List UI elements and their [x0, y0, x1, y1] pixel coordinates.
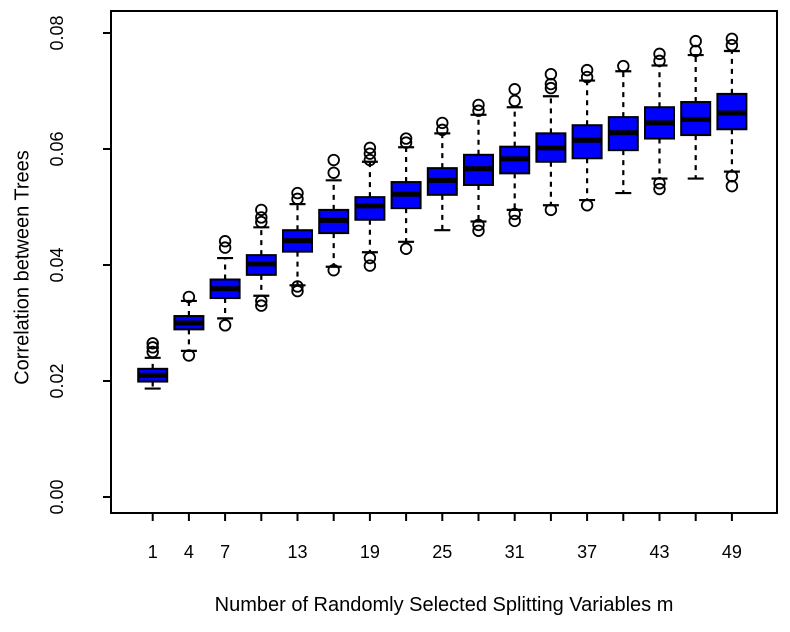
outlier-point: [436, 116, 449, 130]
outlier-point: [327, 153, 340, 167]
box-m10: [245, 203, 277, 312]
outlier-point: [363, 259, 377, 272]
outlier-point: [255, 215, 268, 229]
outlier-point: [472, 104, 485, 117]
x-axis-tick-label: 43: [649, 542, 669, 562]
outlier-point: [544, 67, 558, 81]
box-m49: [716, 32, 748, 193]
x-axis-tick-label: 31: [505, 542, 525, 562]
y-axis-tick-label: 0.08: [47, 15, 67, 50]
x-axis-tick-label: 49: [722, 542, 742, 562]
box-m40: [607, 59, 639, 195]
y-axis-tick-label: 0.02: [47, 363, 67, 398]
y-axis-title: Correlation between Trees: [11, 150, 34, 385]
box-m25: [426, 116, 458, 232]
box-m1: [137, 337, 169, 390]
outlier-point: [218, 241, 232, 254]
y-axis-tick-label: 0.06: [47, 131, 67, 166]
outlier-point: [327, 166, 340, 179]
box-m46: [680, 34, 712, 180]
outlier-point: [255, 203, 268, 217]
outlier-point: [399, 132, 413, 145]
outlier-point: [472, 224, 485, 237]
x-axis-tick-label: 19: [360, 542, 380, 562]
outlier-point: [653, 54, 666, 68]
outlier-point: [725, 32, 739, 46]
outlier-point: [255, 299, 268, 312]
outlier-point: [363, 141, 377, 155]
x-axis-tick-label: 4: [184, 542, 194, 562]
outlier-point: [544, 81, 558, 95]
plot-frame: [110, 10, 778, 514]
x-axis-tick-label: 7: [220, 542, 230, 562]
outlier-point: [580, 199, 594, 212]
outlier-point: [436, 123, 449, 137]
outlier-point: [146, 337, 159, 350]
outlier-point: [363, 251, 377, 265]
outlier-point: [544, 203, 558, 217]
outlier-point: [725, 170, 739, 183]
outlier-point: [472, 218, 485, 232]
box-m7: [209, 235, 241, 332]
outlier-point: [508, 94, 521, 108]
outlier-point: [399, 136, 413, 149]
outlier-point: [580, 70, 594, 84]
x-axis-tick-label: 37: [577, 542, 597, 562]
outlier-point: [363, 153, 377, 167]
box-m16: [318, 153, 350, 277]
outlier-point: [291, 186, 304, 200]
outlier-point: [653, 182, 666, 196]
outlier-point: [363, 147, 377, 160]
y-axis-tick-label: 0.00: [47, 479, 67, 514]
outlier-point: [508, 214, 521, 228]
outlier-point: [653, 177, 666, 190]
outlier-point: [255, 294, 268, 308]
outlier-point: [218, 235, 232, 248]
outlier-point: [182, 349, 196, 362]
outlier-point: [580, 63, 594, 77]
outlier-point: [472, 98, 485, 112]
y-axis-tick-label: 0.04: [47, 247, 67, 282]
box-m34: [535, 67, 567, 217]
box-m43: [644, 47, 675, 196]
outlier-point: [653, 47, 666, 61]
outlier-point: [508, 207, 521, 221]
box-m4: [173, 290, 205, 362]
box-m28: [463, 98, 494, 237]
box-m37: [571, 63, 603, 212]
outlier-point: [399, 242, 413, 255]
outlier-point: [689, 34, 702, 48]
outlier-point: [255, 211, 268, 224]
box-m22: [390, 132, 422, 255]
outlier-point: [182, 290, 196, 304]
outlier-point: [146, 345, 159, 359]
outlier-point: [291, 284, 304, 298]
box-m13: [282, 186, 313, 298]
outlier-point: [218, 319, 232, 332]
outlier-point: [617, 59, 630, 73]
outlier-point: [291, 280, 304, 293]
outlier-point: [508, 83, 521, 96]
box-m31: [499, 83, 531, 228]
x-axis-tick-label: 1: [148, 542, 158, 562]
outlier-point: [725, 38, 739, 52]
x-axis-tick-label: 13: [287, 542, 307, 562]
outlier-point: [146, 341, 159, 354]
box-m19: [354, 141, 386, 272]
x-axis-tick-label: 25: [432, 542, 452, 562]
outlier-point: [291, 192, 304, 206]
x-axis-title: Number of Randomly Selected Splitting Va…: [214, 594, 674, 616]
outlier-point: [327, 264, 340, 277]
